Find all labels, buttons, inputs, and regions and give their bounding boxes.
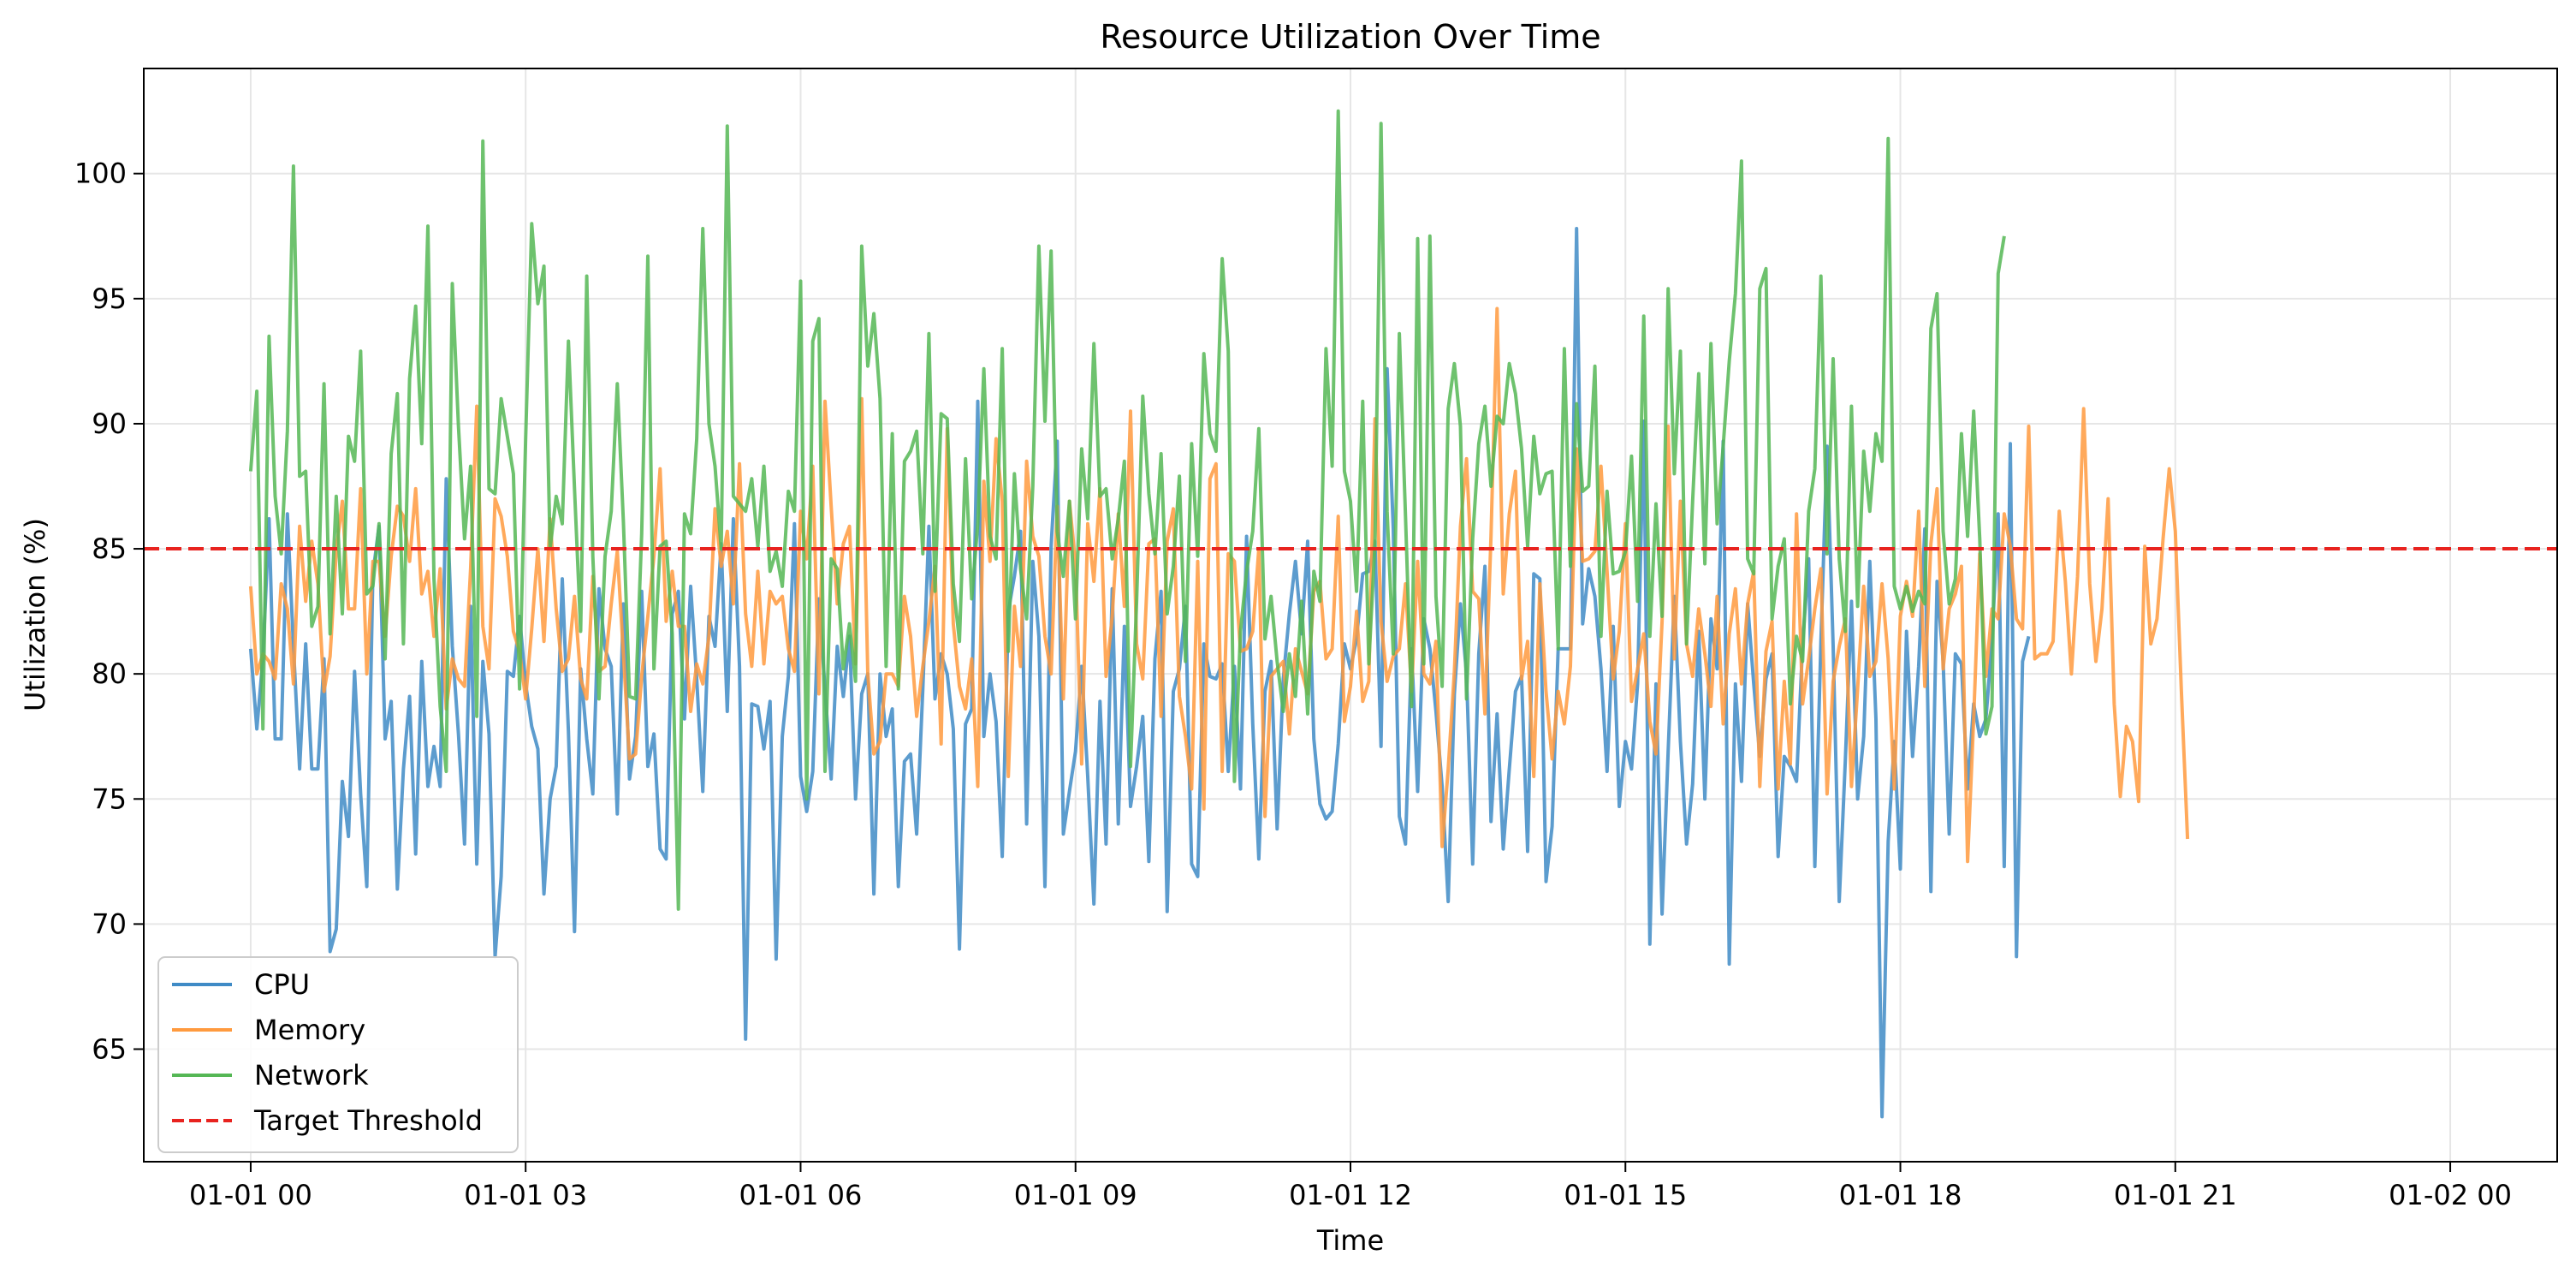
y-tick-label: 85 bbox=[92, 532, 127, 565]
y-tick-label: 90 bbox=[92, 407, 127, 440]
x-tick-label: 01-01 12 bbox=[1289, 1179, 1412, 1211]
x-tick-label: 01-01 15 bbox=[1564, 1179, 1687, 1211]
legend-box bbox=[157, 956, 519, 1153]
chart-title: Resource Utilization Over Time bbox=[1100, 18, 1600, 56]
series-line-cpu bbox=[248, 227, 2031, 1119]
x-tick-label: 01-01 09 bbox=[1014, 1179, 1137, 1211]
series-line-memory bbox=[248, 306, 2190, 864]
y-tick-label: 80 bbox=[92, 657, 127, 690]
y-tick-label: 65 bbox=[92, 1033, 127, 1066]
y-axis-label: Utilization (%) bbox=[19, 518, 51, 711]
y-tick-label: 70 bbox=[92, 907, 127, 940]
series-line-network bbox=[248, 109, 2006, 911]
legend-label: Target Threshold bbox=[253, 1104, 483, 1137]
y-tick-label: 75 bbox=[92, 782, 127, 815]
x-tick-label: 01-01 18 bbox=[1839, 1179, 1962, 1211]
x-tick-label: 01-01 03 bbox=[464, 1179, 587, 1211]
legend-label: CPU bbox=[254, 968, 310, 1001]
x-axis-label: Time bbox=[1316, 1224, 1384, 1257]
x-axis-ticks: 01-01 00 01-01 03 01-01 06 01-01 09 01-01 12… bbox=[189, 1162, 2512, 1211]
y-axis-ticks: 65 70 75 80 85 90 95 100 bbox=[74, 158, 144, 1066]
x-tick-label: 01-02 00 bbox=[2389, 1179, 2512, 1211]
x-tick-label: 01-01 06 bbox=[739, 1179, 863, 1211]
legend-label: Memory bbox=[254, 1014, 365, 1046]
series-lines bbox=[248, 109, 2190, 1119]
y-tick-label: 95 bbox=[92, 283, 127, 315]
x-tick-label: 01-01 00 bbox=[189, 1179, 312, 1211]
x-tick-label: 01-01 21 bbox=[2114, 1179, 2237, 1211]
legend: CPU Memory Network Target Threshold bbox=[157, 956, 519, 1153]
legend-label: Network bbox=[254, 1059, 369, 1092]
y-tick-label: 100 bbox=[74, 158, 127, 190]
